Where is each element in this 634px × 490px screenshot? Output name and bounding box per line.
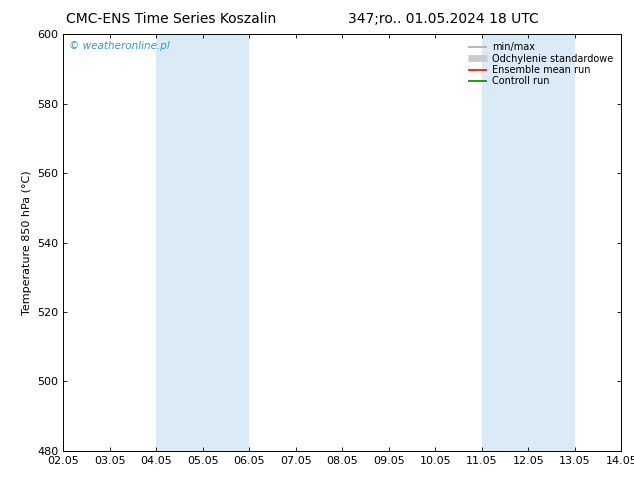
Bar xyxy=(157,34,249,451)
Text: 347;ro.. 01.05.2024 18 UTC: 347;ro.. 01.05.2024 18 UTC xyxy=(349,12,539,26)
Y-axis label: Temperature 850 hPa (°C): Temperature 850 hPa (°C) xyxy=(22,170,32,315)
Text: CMC-ENS Time Series Koszalin: CMC-ENS Time Series Koszalin xyxy=(66,12,276,26)
Bar xyxy=(482,34,575,451)
Text: © weatheronline.pl: © weatheronline.pl xyxy=(69,41,170,50)
Legend: min/max, Odchylenie standardowe, Ensemble mean run, Controll run: min/max, Odchylenie standardowe, Ensembl… xyxy=(465,39,616,89)
